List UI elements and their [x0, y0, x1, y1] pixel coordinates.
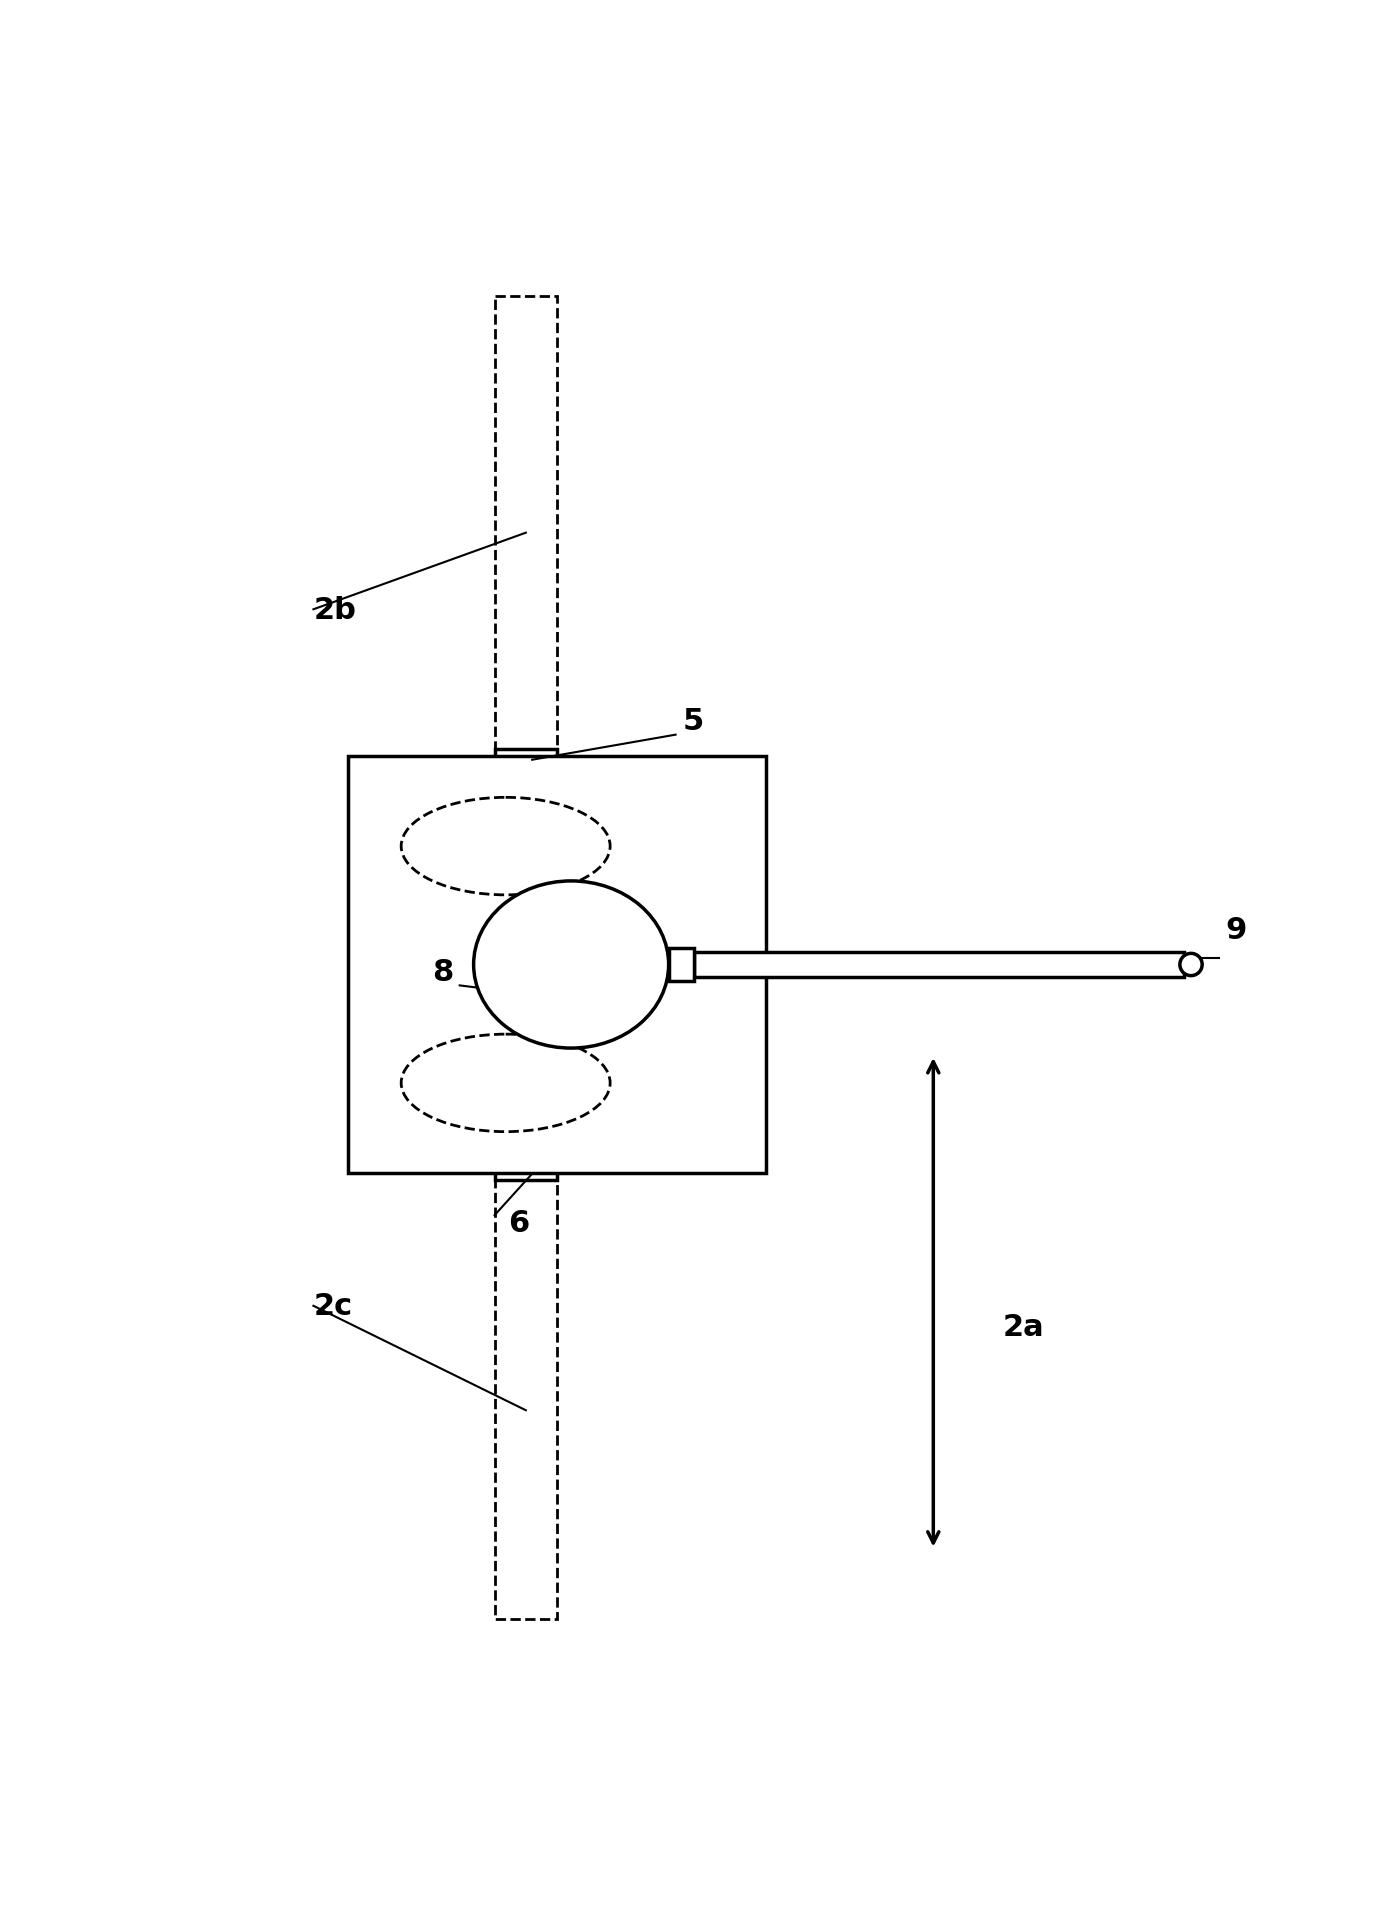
Bar — [495, 1158, 557, 1181]
Bar — [694, 953, 1184, 977]
Text: 8: 8 — [432, 957, 453, 986]
Ellipse shape — [401, 1034, 610, 1133]
FancyBboxPatch shape — [495, 297, 557, 757]
FancyBboxPatch shape — [495, 1173, 557, 1619]
Text: 2c: 2c — [313, 1291, 352, 1320]
Text: 2a: 2a — [1003, 1312, 1045, 1341]
Bar — [495, 749, 557, 772]
Text: 5: 5 — [683, 706, 703, 735]
Text: 6: 6 — [508, 1208, 529, 1237]
Text: 2b: 2b — [313, 596, 357, 625]
Bar — [669, 948, 694, 982]
Bar — [348, 757, 766, 1173]
Ellipse shape — [474, 882, 669, 1048]
Circle shape — [1180, 953, 1202, 977]
Ellipse shape — [401, 797, 610, 896]
Text: 9: 9 — [1226, 915, 1247, 944]
